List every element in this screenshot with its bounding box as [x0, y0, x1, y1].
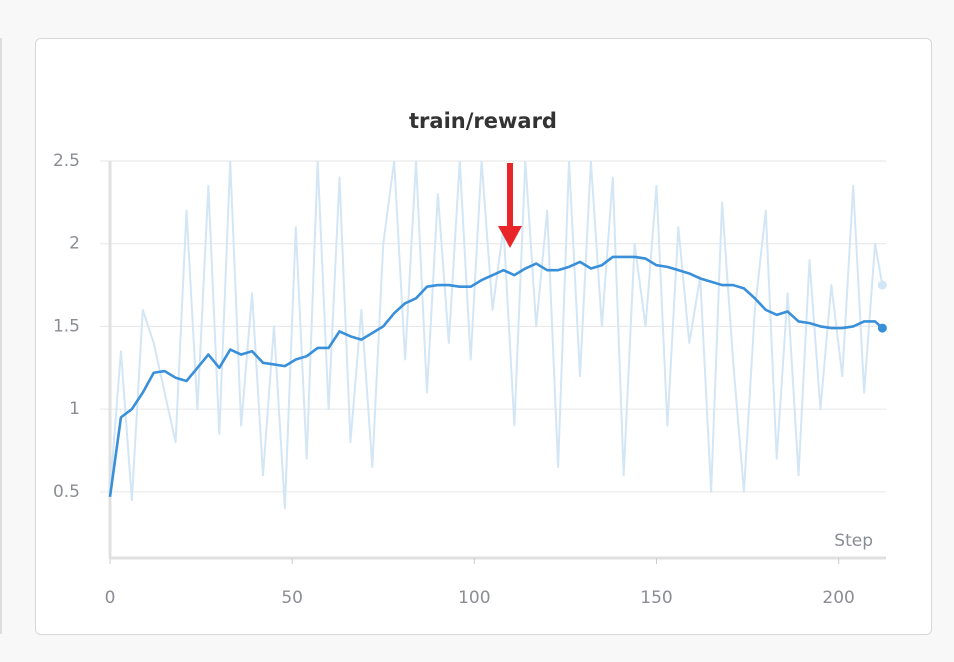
y-tick-label: 2.5	[53, 151, 80, 171]
annotation-arrow	[498, 163, 522, 248]
y-tick-label: 0.5	[53, 482, 80, 502]
x-tick-label: 150	[640, 588, 672, 608]
x-tick-label: 50	[281, 588, 303, 608]
x-axis-label: Step	[834, 531, 873, 551]
adjacent-panel-edge	[0, 38, 2, 634]
y-tick-label: 2	[69, 234, 80, 254]
end-marker	[877, 323, 887, 333]
panel	[35, 38, 932, 635]
y-tick-label: 1	[69, 399, 80, 419]
end-marker	[877, 280, 887, 290]
x-tick-label: 200	[822, 588, 854, 608]
series-line	[108, 255, 884, 497]
y-tick-label: 1.5	[53, 316, 80, 336]
x-tick-label: 0	[105, 588, 116, 608]
x-tick-label: 100	[458, 588, 490, 608]
series-line	[109, 161, 884, 510]
chart-title: train/reward	[409, 109, 557, 133]
